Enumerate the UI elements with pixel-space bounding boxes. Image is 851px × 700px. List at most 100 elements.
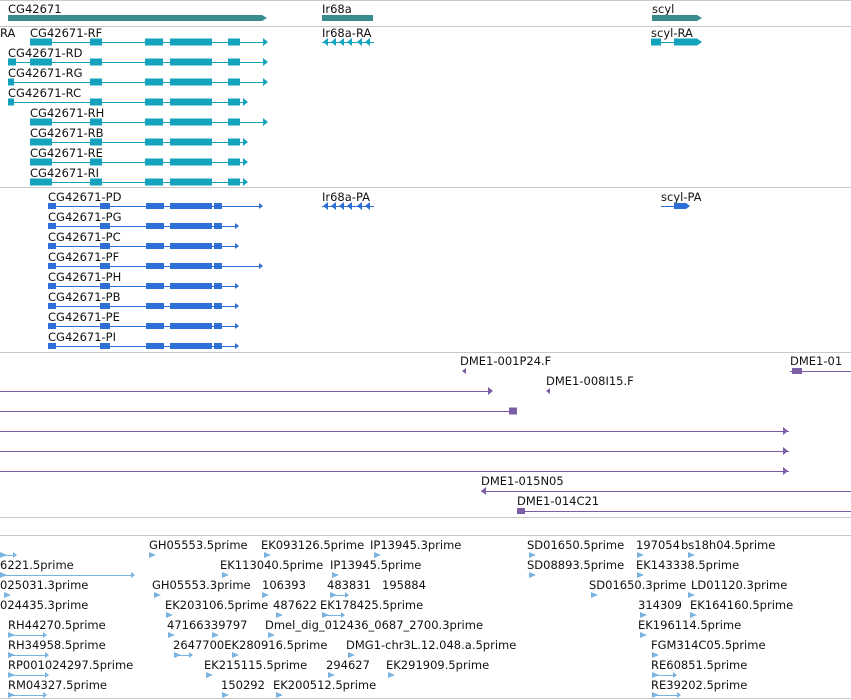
- strand-arrow[interactable]: [339, 38, 344, 46]
- transcript-exon[interactable]: [228, 58, 240, 66]
- est-marker[interactable]: [637, 552, 644, 558]
- est-label[interactable]: GH05553.3prime: [152, 578, 251, 592]
- transcript-exon[interactable]: [170, 118, 188, 126]
- est-marker[interactable]: [276, 612, 283, 618]
- protein-exon[interactable]: [48, 263, 56, 269]
- transcript-exon[interactable]: [90, 98, 102, 106]
- strand-arrow[interactable]: [243, 138, 248, 146]
- est-marker[interactable]: [652, 692, 659, 698]
- est-label[interactable]: EK291909.5prime: [386, 658, 490, 672]
- protein-exon[interactable]: [214, 323, 222, 329]
- transcript-exon[interactable]: [228, 158, 240, 166]
- transcript-exon[interactable]: [90, 138, 102, 146]
- protein-exon[interactable]: [214, 223, 222, 229]
- protein-exon[interactable]: [100, 203, 110, 209]
- strand-arrow[interactable]: [235, 243, 239, 249]
- est-marker[interactable]: [690, 612, 697, 618]
- est-label[interactable]: EK200512.5prime: [273, 678, 377, 692]
- protein-exon[interactable]: [146, 223, 164, 229]
- protein-exon[interactable]: [48, 203, 56, 209]
- protein-exon[interactable]: [170, 303, 188, 309]
- protein-exon[interactable]: [146, 323, 164, 329]
- clone-label[interactable]: DME1-014C21: [517, 494, 600, 508]
- clone-end-marker[interactable]: [462, 368, 466, 374]
- est-marker[interactable]: [640, 632, 647, 638]
- transcript-exon[interactable]: [145, 78, 163, 86]
- transcript-exon[interactable]: [90, 78, 102, 86]
- est-marker[interactable]: [43, 632, 47, 638]
- transcript-label[interactable]: CG42671-RF: [30, 26, 103, 40]
- transcript-exon[interactable]: [228, 78, 240, 86]
- protein-exon[interactable]: [146, 303, 164, 309]
- protein-exon[interactable]: [100, 263, 110, 269]
- est-label[interactable]: 025031.3prime: [0, 578, 89, 592]
- est-label[interactable]: 294627: [326, 658, 370, 672]
- transcript-exon[interactable]: [30, 158, 52, 166]
- protein-exon[interactable]: [214, 243, 222, 249]
- gene-bar[interactable]: [322, 15, 373, 21]
- strand-arrow[interactable]: [365, 202, 370, 210]
- transcript-exon[interactable]: [145, 38, 163, 46]
- protein-exon[interactable]: [188, 303, 212, 309]
- est-label[interactable]: EK113040.5prime: [220, 558, 324, 572]
- protein-exon[interactable]: [188, 203, 212, 209]
- protein-exon[interactable]: [146, 283, 164, 289]
- protein-label[interactable]: CG42671-PF: [48, 250, 120, 264]
- est-marker[interactable]: [591, 592, 598, 598]
- protein-exon[interactable]: [48, 303, 56, 309]
- est-marker[interactable]: [341, 612, 345, 618]
- est-label[interactable]: IP13945.5prime: [330, 558, 422, 572]
- transcript-exon[interactable]: [8, 58, 16, 66]
- protein-exon[interactable]: [100, 303, 110, 309]
- est-label[interactable]: 487622: [273, 598, 317, 612]
- strand-arrow[interactable]: [339, 202, 344, 210]
- transcript-label[interactable]: CG42671-RI: [30, 166, 100, 180]
- strand-arrow[interactable]: [263, 118, 268, 126]
- protein-exon[interactable]: [100, 323, 110, 329]
- clone-label[interactable]: DME1-008I15.F: [546, 374, 634, 388]
- transcript-exon[interactable]: [188, 78, 212, 86]
- protein-exon[interactable]: [214, 263, 222, 269]
- est-marker[interactable]: [45, 672, 49, 678]
- transcript-exon[interactable]: [170, 138, 188, 146]
- est-marker[interactable]: [388, 672, 395, 678]
- transcript-exon[interactable]: [30, 118, 52, 126]
- clone-label[interactable]: DME1-01: [790, 354, 843, 368]
- est-marker[interactable]: [222, 692, 229, 698]
- strand-arrow[interactable]: [331, 202, 336, 210]
- est-label[interactable]: EK215115.5prime: [204, 658, 308, 672]
- est-marker[interactable]: [529, 572, 536, 578]
- est-marker[interactable]: [13, 552, 17, 558]
- protein-label[interactable]: CG42671-PE: [48, 310, 120, 324]
- clone-end-marker[interactable]: [792, 368, 802, 374]
- transcript-exon[interactable]: [228, 118, 240, 126]
- protein-exon[interactable]: [188, 223, 212, 229]
- transcript-exon[interactable]: [170, 38, 188, 46]
- protein-exon[interactable]: [48, 343, 56, 349]
- transcript-exon[interactable]: [145, 158, 163, 166]
- est-label[interactable]: 483831: [327, 578, 371, 592]
- est-marker[interactable]: [264, 552, 271, 558]
- protein-exon[interactable]: [48, 243, 56, 249]
- transcript-exon[interactable]: [188, 158, 212, 166]
- transcript-exon[interactable]: [188, 38, 212, 46]
- est-marker[interactable]: [637, 572, 644, 578]
- protein-exon[interactable]: [214, 303, 222, 309]
- est-label[interactable]: EK196114.5prime: [638, 618, 742, 632]
- est-marker[interactable]: [348, 652, 355, 658]
- strand-arrow[interactable]: [243, 178, 248, 186]
- protein-label[interactable]: CG42671-PG: [48, 210, 122, 224]
- transcript-exon[interactable]: [90, 38, 102, 46]
- transcript-exon[interactable]: [228, 38, 240, 46]
- protein-exon[interactable]: [48, 283, 56, 289]
- clone-end-marker[interactable]: [783, 467, 788, 475]
- protein-exon[interactable]: [100, 243, 110, 249]
- protein-exon[interactable]: [188, 263, 212, 269]
- transcript-exon[interactable]: [90, 178, 102, 186]
- protein-exon[interactable]: [188, 243, 212, 249]
- protein-label[interactable]: CG42671-PC: [48, 230, 121, 244]
- gene-label[interactable]: CG42671: [8, 2, 62, 16]
- transcript-label[interactable]: CG42671-RG: [8, 66, 83, 80]
- transcript-label[interactable]: CG42671-RE: [30, 146, 103, 160]
- transcript-exon[interactable]: [30, 178, 52, 186]
